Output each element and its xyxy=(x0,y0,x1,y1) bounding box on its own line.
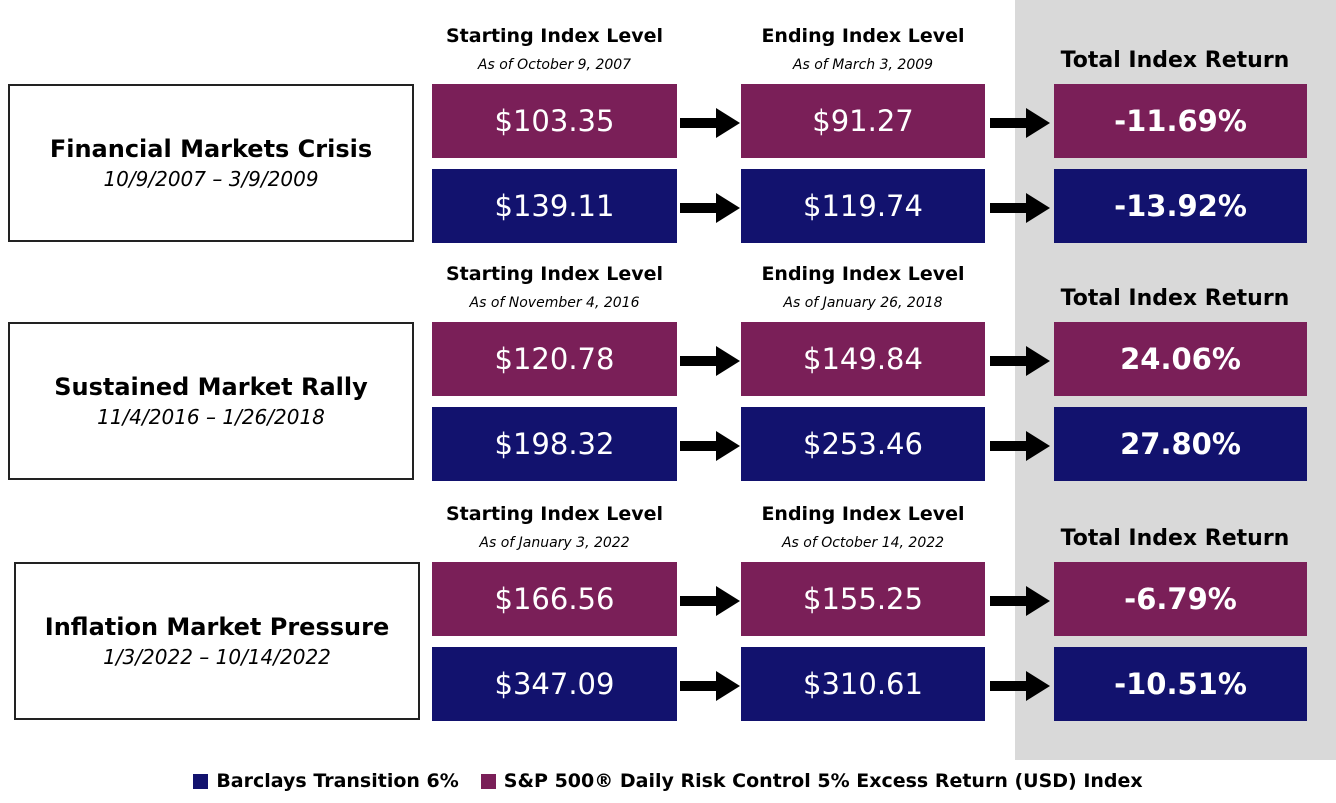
arrow xyxy=(680,586,740,616)
return-label: Total Index Return xyxy=(1060,526,1290,551)
legend-item: Barclays Transition 6% xyxy=(193,766,459,796)
end-label: Ending Index Level xyxy=(761,503,965,525)
end-value: $310.61 xyxy=(741,647,985,721)
return-value: -11.69% xyxy=(1054,84,1307,158)
end-label: Ending Index Level xyxy=(761,263,965,285)
period-box: Inflation Market Pressure 1/3/2022 – 10/1… xyxy=(14,562,420,720)
arrow xyxy=(680,671,740,701)
return-value: -10.51% xyxy=(1054,647,1307,721)
period-box: Financial Markets Crisis 10/9/2007 – 3/9/… xyxy=(8,84,414,242)
legend: Barclays Transition 6% S&P 500® Daily Ris… xyxy=(0,766,1336,796)
arrow xyxy=(680,193,740,223)
start-value: $139.11 xyxy=(432,169,677,243)
start-label: Starting Index Level xyxy=(445,25,664,47)
end-label: Ending Index Level xyxy=(761,25,965,47)
arrow xyxy=(990,108,1050,138)
return-label: Total Index Return xyxy=(1060,48,1290,73)
arrow xyxy=(680,108,740,138)
arrow xyxy=(990,193,1050,223)
return-value: 27.80% xyxy=(1054,407,1307,481)
legend-label: Barclays Transition 6% xyxy=(216,770,459,792)
end-value: $149.84 xyxy=(741,322,985,396)
start-value: $347.09 xyxy=(432,647,677,721)
end-value: $253.46 xyxy=(741,407,985,481)
start-label: Starting Index Level xyxy=(445,503,664,525)
return-value: 24.06% xyxy=(1054,322,1307,396)
end-date: As of January 26, 2018 xyxy=(783,295,943,311)
period-title: Financial Markets Crisis xyxy=(49,135,373,163)
start-date: As of October 9, 2007 xyxy=(477,57,632,73)
legend-label: S&P 500® Daily Risk Control 5% Excess Re… xyxy=(503,770,1143,792)
period-dates: 1/3/2022 – 10/14/2022 xyxy=(103,645,331,669)
arrow xyxy=(680,431,740,461)
period-title: Inflation Market Pressure xyxy=(44,613,390,641)
period-dates: 11/4/2016 – 1/26/2018 xyxy=(97,405,325,429)
end-date: As of October 14, 2022 xyxy=(781,535,945,551)
legend-swatch xyxy=(480,773,496,789)
arrow xyxy=(990,346,1050,376)
start-date: As of January 3, 2022 xyxy=(479,535,630,551)
period-box: Sustained Market Rally 11/4/2016 – 1/26/2… xyxy=(8,322,414,480)
start-value: $120.78 xyxy=(432,322,677,396)
start-value: $198.32 xyxy=(432,407,677,481)
end-value: $119.74 xyxy=(741,169,985,243)
period-dates: 10/9/2007 – 3/9/2009 xyxy=(103,167,319,191)
return-value: -13.92% xyxy=(1054,169,1307,243)
return-value: -6.79% xyxy=(1054,562,1307,636)
arrow xyxy=(990,431,1050,461)
start-date: As of November 4, 2016 xyxy=(469,295,640,311)
end-value: $155.25 xyxy=(741,562,985,636)
arrow xyxy=(990,671,1050,701)
legend-swatch xyxy=(193,773,209,789)
start-value: $103.35 xyxy=(432,84,677,158)
period-title: Sustained Market Rally xyxy=(54,373,368,401)
arrow xyxy=(990,586,1050,616)
arrow xyxy=(680,346,740,376)
start-value: $166.56 xyxy=(432,562,677,636)
return-label: Total Index Return xyxy=(1060,286,1290,311)
end-date: As of March 3, 2009 xyxy=(792,57,934,73)
start-label: Starting Index Level xyxy=(445,263,664,285)
end-value: $91.27 xyxy=(741,84,985,158)
legend-item: S&P 500® Daily Risk Control 5% Excess Re… xyxy=(480,766,1143,796)
